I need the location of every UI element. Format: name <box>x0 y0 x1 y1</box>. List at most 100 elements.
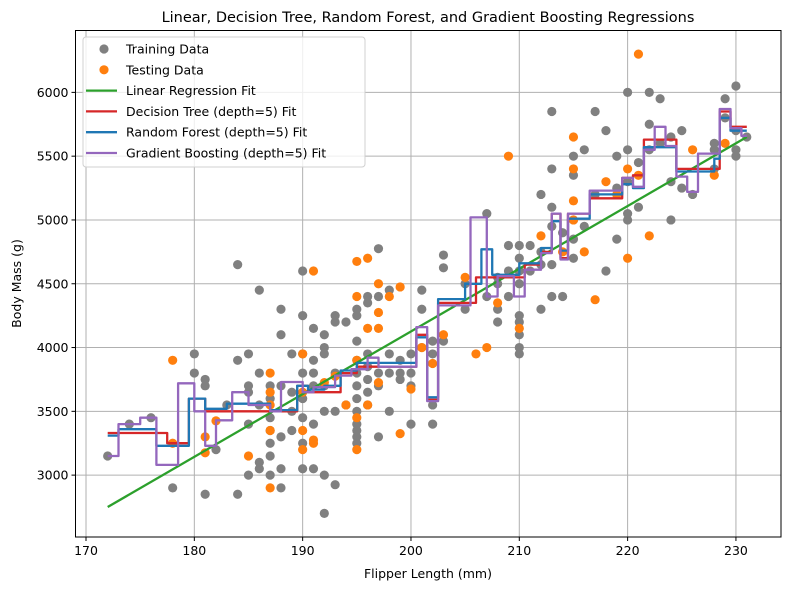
testing-point <box>514 323 524 334</box>
training-point <box>720 94 730 104</box>
training-point <box>319 342 329 353</box>
x-tick-label: 200 <box>399 543 423 558</box>
training-point <box>428 336 438 346</box>
testing-point <box>493 298 503 308</box>
training-points <box>103 81 752 518</box>
training-point <box>308 323 319 334</box>
training-point <box>514 311 524 321</box>
training-point <box>287 349 297 359</box>
y-tick-label: 5000 <box>37 212 69 227</box>
plot-area <box>103 49 752 518</box>
training-point <box>384 349 394 359</box>
training-point <box>352 438 362 448</box>
testing-point <box>298 349 308 359</box>
training-point <box>428 400 438 410</box>
training-point <box>677 126 687 136</box>
training-point <box>417 304 427 314</box>
training-point <box>373 244 384 254</box>
testing-point <box>590 295 600 305</box>
training-point <box>731 81 741 91</box>
testing-point <box>568 215 579 225</box>
training-point <box>319 508 329 518</box>
training-point <box>341 317 351 327</box>
testing-point <box>482 342 492 353</box>
training-point <box>189 368 199 378</box>
testing-point <box>688 145 698 155</box>
y-tick-label: 4000 <box>37 340 69 355</box>
training-point <box>276 432 286 442</box>
y-tick-label: 3500 <box>37 404 69 419</box>
training-point <box>308 355 319 365</box>
training-point <box>525 266 535 276</box>
training-point <box>482 208 492 219</box>
training-point <box>438 250 449 260</box>
training-point <box>514 349 524 359</box>
training-point <box>265 470 275 480</box>
training-point <box>579 145 589 155</box>
training-point <box>254 464 264 474</box>
testing-point <box>709 170 719 180</box>
training-point <box>298 368 308 378</box>
training-point <box>308 419 319 429</box>
legend-marker <box>99 65 109 75</box>
testing-point <box>568 164 579 174</box>
legend-label: Gradient Boosting (depth=5) Fit <box>126 146 326 161</box>
training-point <box>298 438 308 448</box>
testing-point <box>265 425 275 436</box>
y-axis: 3000 3500 4000 4500 5000 5500 6000 <box>37 85 76 483</box>
training-point <box>265 393 275 404</box>
x-tick-label: 210 <box>507 543 531 558</box>
training-point <box>590 106 600 117</box>
training-point <box>633 157 644 168</box>
y-tick-label: 3000 <box>37 468 69 483</box>
gradient-boosting-fit-line <box>107 107 747 467</box>
x-tick-label: 220 <box>616 543 640 558</box>
x-tick-label: 190 <box>291 543 315 558</box>
training-point <box>547 164 557 174</box>
training-point <box>352 381 362 391</box>
training-point <box>352 393 362 404</box>
training-point <box>298 464 308 474</box>
training-point <box>103 451 113 461</box>
training-point <box>352 406 362 416</box>
training-point <box>406 419 416 429</box>
training-point <box>243 381 254 391</box>
training-point <box>493 304 503 314</box>
testing-point <box>341 400 351 410</box>
training-point <box>536 304 546 314</box>
training-point <box>276 483 286 493</box>
testing-point <box>265 483 275 493</box>
testing-point <box>536 231 546 241</box>
training-point <box>601 126 611 136</box>
x-tick-label: 170 <box>74 543 98 558</box>
training-point <box>319 470 329 480</box>
testing-point <box>243 451 254 461</box>
y-tick-label: 4500 <box>37 276 69 291</box>
testing-point <box>308 438 319 448</box>
training-point <box>644 119 654 129</box>
training-point <box>319 330 329 340</box>
training-point <box>363 387 373 397</box>
training-point <box>666 215 676 225</box>
testing-point <box>265 368 275 378</box>
training-point <box>189 349 199 359</box>
training-point <box>503 291 514 302</box>
testing-point <box>352 445 362 455</box>
training-point <box>373 368 384 378</box>
training-point <box>568 151 579 161</box>
testing-point <box>601 177 611 187</box>
training-point <box>243 349 254 359</box>
testing-point <box>644 231 654 241</box>
training-point <box>330 480 340 490</box>
testing-point <box>265 387 275 397</box>
training-point <box>406 349 416 359</box>
training-point <box>514 330 524 340</box>
training-point <box>514 342 524 353</box>
training-point <box>384 368 394 378</box>
testing-point <box>352 291 362 302</box>
legend-box <box>82 36 366 168</box>
training-point <box>623 145 633 155</box>
testing-point <box>298 445 308 455</box>
testing-point <box>395 429 405 439</box>
training-point <box>547 260 557 270</box>
